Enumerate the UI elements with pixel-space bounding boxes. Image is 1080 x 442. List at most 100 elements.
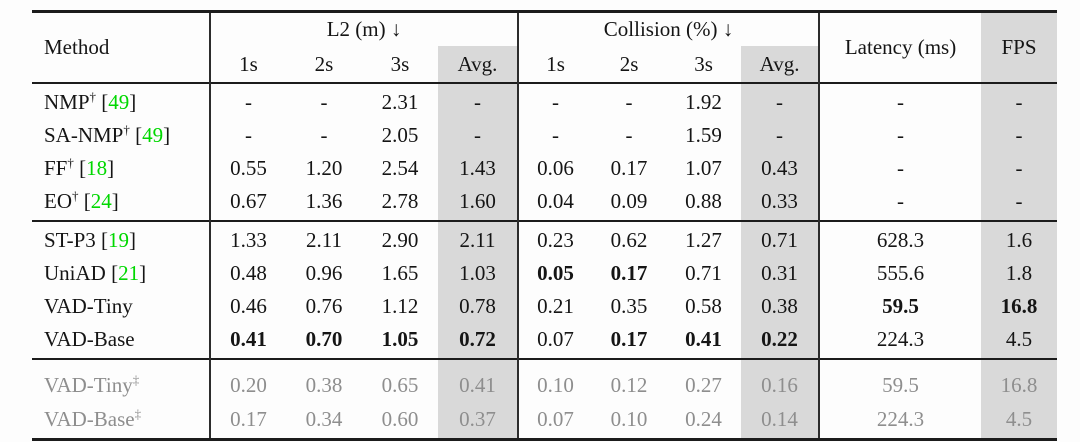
table-header: Method L2 (m) ↓ Collision (%) ↓ Latency … [32,11,1058,83]
value-cell: - [981,152,1058,185]
row-group-2: ST-P3 [19] 1.33 2.11 2.90 2.11 0.23 0.62 1.27 0.… [32,221,1058,359]
value-cell: - [245,90,252,114]
value-cell: 0.71 [741,221,821,257]
value-cell: - [625,123,633,147]
value-cell: 0.33 [741,185,821,221]
value-cell: 0.27 [685,372,722,397]
value-cell: 0.48 [230,261,267,285]
value-cell: 0.41 [230,327,267,351]
value-cell: 0.35 [610,294,648,318]
value-cell: 224.3 [876,327,925,351]
value-cell: 0.71 [685,261,722,285]
value-cell: 555.6 [876,261,925,285]
value-cell: 0.72 [438,323,520,359]
value-cell: 0.46 [230,294,267,318]
value-cell: 0.43 [741,152,821,185]
method-cell: VAD-Base [32,323,211,359]
value-cell: 0.12 [610,372,648,397]
header-method: Method [32,11,211,83]
value-cell: 628.3 [876,228,925,252]
row-group-3: VAD-Tiny‡ 0.20 0.38 0.65 0.41 0.10 0.12 0.27 0.1… [32,359,1058,440]
value-cell: - [320,123,328,147]
value-cell: 0.60 [381,406,419,431]
table-row: VAD-Tiny 0.46 0.76 1.12 0.78 0.21 0.35 0.58 0.38… [32,290,1058,323]
header-collision-1s: 1s [546,51,565,76]
value-cell: 0.16 [741,359,821,402]
citation-number: 24 [90,189,112,213]
table-row: SA-NMP† [49] - -2.05- - -1.59- - - [32,119,1058,152]
value-cell: 2.78 [381,189,419,213]
value-cell: - [897,123,905,147]
value-cell: 0.04 [537,189,574,213]
value-cell: 0.67 [230,189,267,213]
value-cell: 0.17 [610,261,648,285]
value-cell: - [245,123,252,147]
value-cell: 1.03 [438,257,520,290]
table-row: NMP† [49] - -2.31- - -1.92- - - [32,83,1058,119]
citation-number: 49 [108,90,130,114]
method-cell: VAD-Base‡ [32,402,211,440]
value-cell: - [320,90,328,114]
value-cell: 0.31 [741,257,821,290]
value-cell: - [981,185,1058,221]
header-collision-avg: Avg. [741,46,821,83]
value-cell: 0.17 [610,327,648,351]
header-l2-group: L2 (m) ↓ [210,11,520,46]
value-cell: 0.70 [305,327,343,351]
header-latency: Latency (ms) [844,35,957,59]
method-cell: EO† [24] [32,185,211,221]
method-marker-icon: † [123,122,130,137]
method-cell: FF† [18] [32,152,211,185]
value-cell: 1.6 [981,221,1058,257]
value-cell: 2.11 [438,221,520,257]
header-l2-1s: 1s [239,51,258,76]
value-cell: 59.5 [882,294,919,318]
header-l2-3s: 3s [390,51,410,76]
method-marker-icon: ‡ [134,405,142,421]
value-cell: 0.21 [537,294,574,318]
header-l2-2s: 2s [314,51,334,76]
value-cell: - [438,83,520,119]
value-cell: 0.05 [537,261,574,285]
method-marker-icon: † [67,155,74,170]
header-collision-group: Collision (%) ↓ [518,11,821,46]
value-cell: 1.36 [305,189,343,213]
value-cell: - [741,83,821,119]
value-cell: 0.14 [741,402,821,440]
value-cell: 0.65 [381,372,419,397]
table-row: VAD-Base‡ 0.17 0.34 0.60 0.37 0.07 0.10 0.24 0.1… [32,402,1058,440]
value-cell: 0.20 [230,372,267,397]
value-cell: 0.34 [305,406,343,431]
value-cell: 0.37 [438,402,520,440]
value-cell: - [981,83,1058,119]
method-cell: VAD-Tiny‡ [32,359,211,402]
value-cell: - [438,119,520,152]
value-cell: 16.8 [981,290,1058,323]
citation-number: 19 [108,228,130,252]
value-cell: 0.09 [610,189,648,213]
value-cell: 1.33 [230,228,267,252]
value-cell: 1.59 [685,123,722,147]
value-cell: - [897,156,905,180]
value-cell: 0.76 [305,294,343,318]
value-cell: 4.5 [981,323,1058,359]
value-cell: 0.17 [610,156,648,180]
method-cell: ST-P3 [19] [32,221,211,257]
value-cell: 224.3 [876,406,925,431]
value-cell: 2.31 [381,90,419,114]
value-cell: 0.55 [230,156,267,180]
method-cell: VAD-Tiny [32,290,211,323]
value-cell: 1.60 [438,185,520,221]
value-cell: 1.8 [981,257,1058,290]
value-cell: 0.23 [537,228,574,252]
value-cell: 0.07 [537,406,574,431]
value-cell: 0.10 [537,372,574,397]
citation-number: 18 [86,156,108,180]
table-row: EO† [24] 0.67 1.36 2.78 1.60 0.04 0.09 0.88 0.33… [32,185,1058,221]
value-cell: 1.43 [438,152,520,185]
value-cell: 0.22 [741,323,821,359]
table-row: VAD-Tiny‡ 0.20 0.38 0.65 0.41 0.10 0.12 0.27 0.1… [32,359,1058,402]
value-cell: - [625,90,633,114]
value-cell: 1.20 [305,156,343,180]
header-fps: FPS [981,11,1058,83]
